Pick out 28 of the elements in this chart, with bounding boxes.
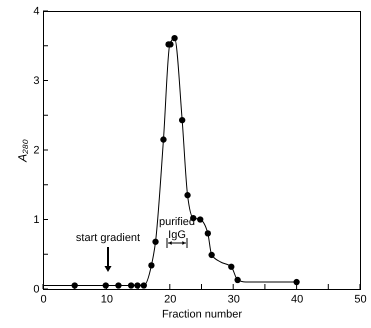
point [160,136,167,143]
point [228,264,234,270]
x-tick-label: 10 [100,294,114,306]
point [179,116,186,124]
x-tick-label: 20 [164,294,176,306]
point [148,262,155,269]
point [152,238,159,245]
x-tick-label: 30 [228,294,240,306]
x-axis-title: Fraction number [162,308,242,320]
point [197,216,204,223]
point [204,230,211,237]
y-tick-label: 2 [33,144,40,156]
y-tick-label: 3 [33,75,40,87]
point [293,278,300,286]
y-tick-label: 4 [33,6,40,18]
y-axis-title: A₂₈₀ [15,139,30,163]
point [234,276,241,284]
point [140,282,147,289]
point [208,252,215,258]
point [184,192,191,198]
point [115,282,122,289]
y-tick-label: 0 [33,284,40,296]
annotation: start gradient [76,232,140,244]
x-tick-label: 40 [290,294,304,306]
x-tick-label: 50 [354,294,367,306]
y-tick-label: 1 [33,214,40,226]
point [171,34,178,42]
point [128,282,134,289]
